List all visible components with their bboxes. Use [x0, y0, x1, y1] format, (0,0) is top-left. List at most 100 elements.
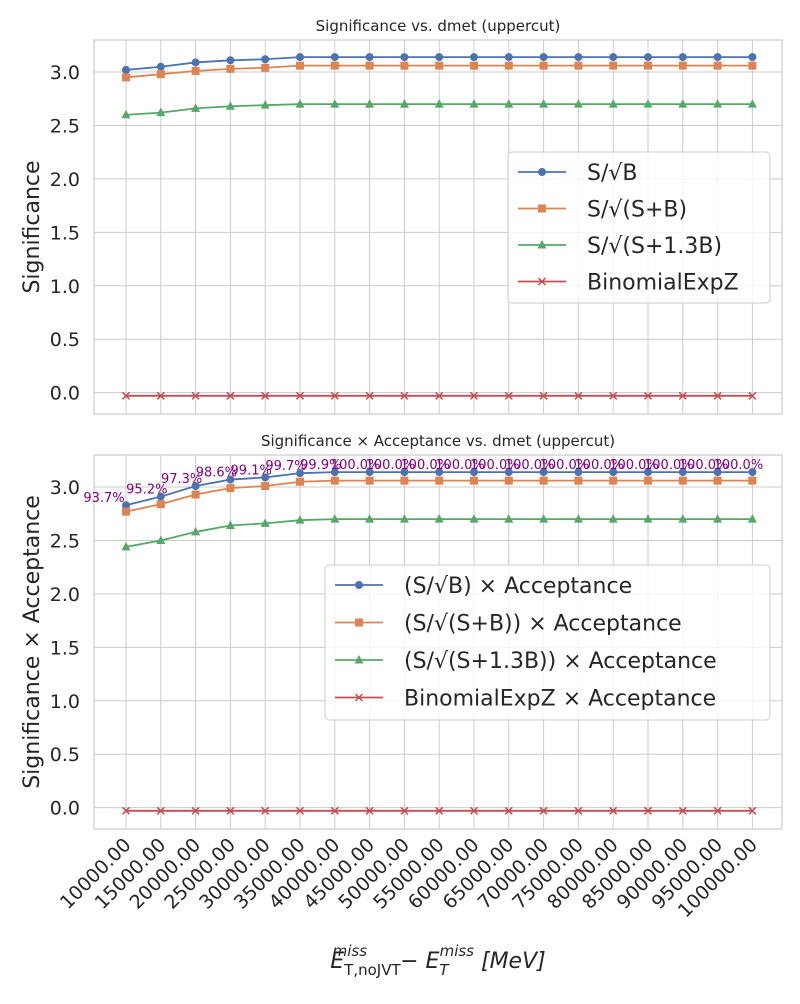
data-point: [748, 806, 757, 815]
data-point: [504, 468, 513, 477]
x-label-sub1: T,: [343, 961, 358, 979]
data-point: [296, 477, 304, 486]
data-point: [191, 490, 200, 499]
data-point: [678, 391, 687, 400]
data-point: [296, 61, 304, 70]
data-point: [156, 492, 165, 501]
acceptance-label: 100.0%: [400, 458, 450, 473]
x-label-sup1: miss: [333, 942, 368, 960]
y-tick-label: 0.5: [50, 744, 80, 766]
data-point: [435, 61, 444, 70]
data-point: [713, 53, 722, 62]
data-point: [434, 99, 444, 108]
legend-marker: [354, 693, 364, 702]
data-point: [713, 61, 722, 70]
data-point: [609, 53, 618, 62]
legend-marker: [538, 168, 546, 176]
series-4: [121, 391, 757, 400]
acceptance-label: 100.0%: [470, 458, 520, 473]
chart-title: Significance × Acceptance vs. dmet (uppe…: [261, 432, 615, 450]
acceptance-label: 99.7%: [265, 459, 306, 474]
data-point: [609, 61, 618, 70]
y-axis-label: Significance: [20, 160, 45, 293]
data-point: [261, 481, 270, 490]
data-point: [191, 103, 201, 112]
legend-marker: [537, 277, 547, 286]
acceptance-label: 100.0%: [366, 458, 416, 473]
data-point: [573, 99, 583, 108]
data-point: [678, 476, 687, 485]
x-label-e2: E: [426, 949, 440, 974]
y-tick-label: 2.0: [50, 584, 80, 606]
data-point: [504, 391, 513, 400]
y-axis-label: Significance × Acceptance: [20, 495, 45, 789]
data-point: [261, 391, 270, 400]
data-point: [261, 473, 270, 482]
plot-frame: [93, 39, 783, 415]
data-point: [504, 61, 513, 70]
data-point: [191, 526, 201, 536]
data-point: [574, 391, 583, 400]
legend-marker: [538, 204, 546, 213]
data-point: [539, 61, 548, 70]
data-point: [574, 476, 583, 485]
data-point: [504, 53, 513, 62]
data-point: [609, 806, 618, 815]
data-point: [470, 53, 478, 62]
data-point: [399, 99, 409, 108]
data-point: [330, 514, 340, 523]
legend-marker: [354, 655, 364, 664]
series-1: [122, 53, 757, 74]
data-point: [191, 58, 200, 67]
data-point: [435, 476, 444, 485]
data-point: [644, 53, 652, 62]
data-point: [365, 391, 374, 400]
data-point: [435, 806, 444, 815]
y-tick-label: 0.5: [50, 329, 80, 351]
series-4: [121, 806, 757, 815]
data-point: [400, 806, 409, 815]
data-point: [399, 514, 409, 523]
data-point: [121, 541, 131, 551]
data-point: [296, 53, 304, 62]
legend: S/√B S/√(S+B) S/√(S+1.3B) BinomialExpZ: [507, 151, 771, 304]
y-tick-label: 1.0: [50, 691, 80, 713]
y-tick-label: 1.5: [50, 637, 80, 659]
plot-frame: [93, 454, 783, 830]
data-point: [156, 535, 166, 544]
data-point: [643, 391, 653, 400]
data-point: [748, 391, 757, 400]
data-point: [644, 61, 652, 70]
y-tick-label: 0.0: [50, 798, 80, 820]
data-point: [470, 468, 478, 477]
y-tick-label: 3.0: [50, 477, 80, 499]
data-point: [435, 53, 444, 62]
data-point: [539, 806, 548, 815]
data-point: [191, 481, 200, 490]
acceptance-label: 99.9%: [300, 458, 341, 473]
data-point: [226, 391, 235, 400]
y-tick-label: 2.5: [50, 115, 80, 137]
data-point: [295, 806, 305, 815]
data-point: [608, 514, 618, 523]
y-tick-label: 3.0: [50, 62, 80, 84]
data-point: [435, 468, 444, 477]
data-point: [225, 101, 235, 110]
data-point: [434, 514, 444, 523]
acceptance-label: 100.0%: [331, 458, 381, 473]
legend-label: BinomialExpZ: [587, 271, 739, 296]
data-point: [330, 53, 339, 62]
data-point: [122, 65, 130, 74]
series-2: [122, 61, 757, 82]
legend-box: [507, 151, 771, 304]
data-point: [400, 476, 409, 485]
data-point: [713, 514, 723, 523]
data-point: [747, 99, 757, 108]
data-point: [156, 70, 165, 79]
data-point: [226, 56, 235, 65]
data-point: [261, 806, 270, 815]
data-point: [713, 806, 722, 815]
acceptance-label: 100.0%: [574, 458, 624, 473]
data-point: [644, 468, 652, 477]
